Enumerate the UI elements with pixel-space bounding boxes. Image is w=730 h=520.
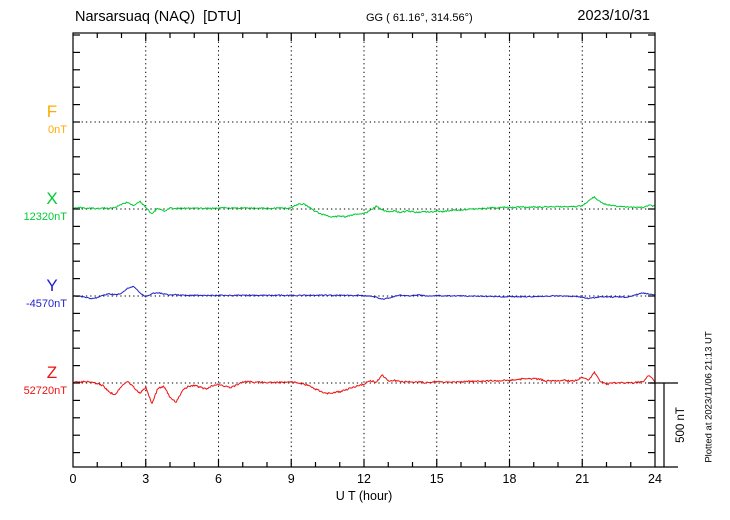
trace-y <box>72 285 656 300</box>
component-f-label: F <box>46 102 58 121</box>
x-tick-label: 24 <box>648 472 662 486</box>
x-axis-tick-labels: 0 3 6 9 12 15 18 21 24 <box>0 472 730 488</box>
station-title: Narsarsuaq (NAQ) [DTU] <box>75 9 241 25</box>
component-f-baseline-value: 0nT <box>48 124 67 136</box>
x-tick-label: 6 <box>215 472 222 486</box>
x-tick-label: 18 <box>502 472 517 486</box>
component-x-label: X <box>46 189 58 208</box>
trace-z <box>72 371 656 404</box>
component-y-baseline-value: -4570nT <box>26 298 67 310</box>
geographic-coordinates-label: GG ( 61.16°, 314.56°) <box>366 12 473 24</box>
x-axis-title: U T (hour) <box>335 489 393 503</box>
plot-timestamp-note: Plotted at 2023/11/06 21:13 UT <box>703 331 715 463</box>
x-tick-label: 9 <box>287 472 295 486</box>
trace-x <box>72 196 656 218</box>
component-z-baseline-value: 52720nT <box>23 385 67 397</box>
plot-date-label: 2023/10/31 <box>577 8 650 24</box>
component-x-baseline-value: 12320nT <box>23 211 67 223</box>
x-tick-label: 15 <box>429 472 444 486</box>
x-tick-label: 3 <box>142 472 150 486</box>
x-tick-label: 12 <box>357 472 371 486</box>
component-y-label: Y <box>46 276 58 295</box>
x-tick-label: 21 <box>575 472 590 486</box>
x-tick-label: 0 <box>69 472 77 486</box>
component-z-label: Z <box>46 363 58 382</box>
scale-bar-label: 500 nT <box>675 407 687 443</box>
